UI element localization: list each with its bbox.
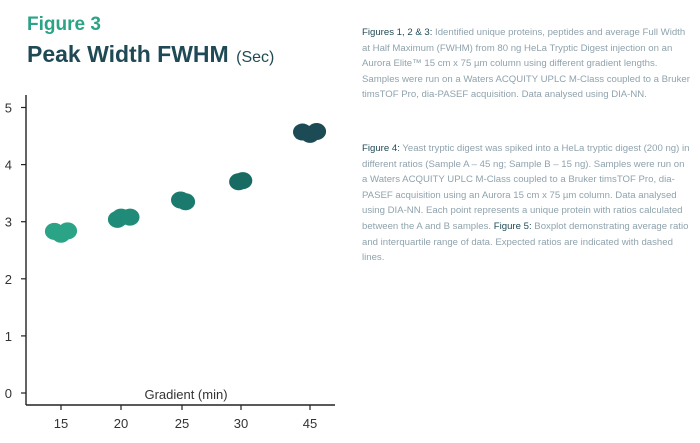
caption-lead-1: Figures 1, 2 & 3: [362,27,433,38]
y-tick-label: 4 [5,158,12,173]
x-axis-label: Gradient (min) [144,387,227,402]
chart-title: Peak Width FWHM (Sec) [27,41,274,68]
data-point [176,193,196,211]
caption-text-1: Identified unique proteins, peptides and… [362,27,690,101]
y-tick-label: 0 [5,386,12,401]
chart-title-unit: (Sec) [236,49,275,66]
x-tick-label: 30 [234,416,248,431]
data-point [120,208,140,226]
x-tick-label: 15 [54,416,68,431]
y-tick-label: 1 [5,329,12,344]
figure-label: Figure 3 [27,14,101,35]
caption-text-2: Yeast tryptic digest was spiked into a H… [362,143,690,232]
caption-figures-4-5: Figure 4: Yeast tryptic digest was spike… [362,141,692,266]
y-tick-label: 2 [5,272,12,287]
caption-figures-1-2-3: Figures 1, 2 & 3: Identified unique prot… [362,25,692,103]
caption-lead-2: Figure 4: [362,143,400,154]
data-point [58,222,78,240]
x-tick-label: 25 [175,416,189,431]
caption-text-3: Boxplot demonstrating average ratio and … [362,220,689,264]
caption-lead-3: Figure 5: [493,220,532,232]
x-tick-label: 45 [303,416,317,431]
data-point [307,122,327,140]
x-tick-label: 20 [114,416,128,431]
data-point [233,172,253,190]
chart-title-main: Peak Width FWHM [27,41,229,67]
y-tick-label: 3 [5,215,12,230]
y-tick-label: 5 [5,101,12,116]
